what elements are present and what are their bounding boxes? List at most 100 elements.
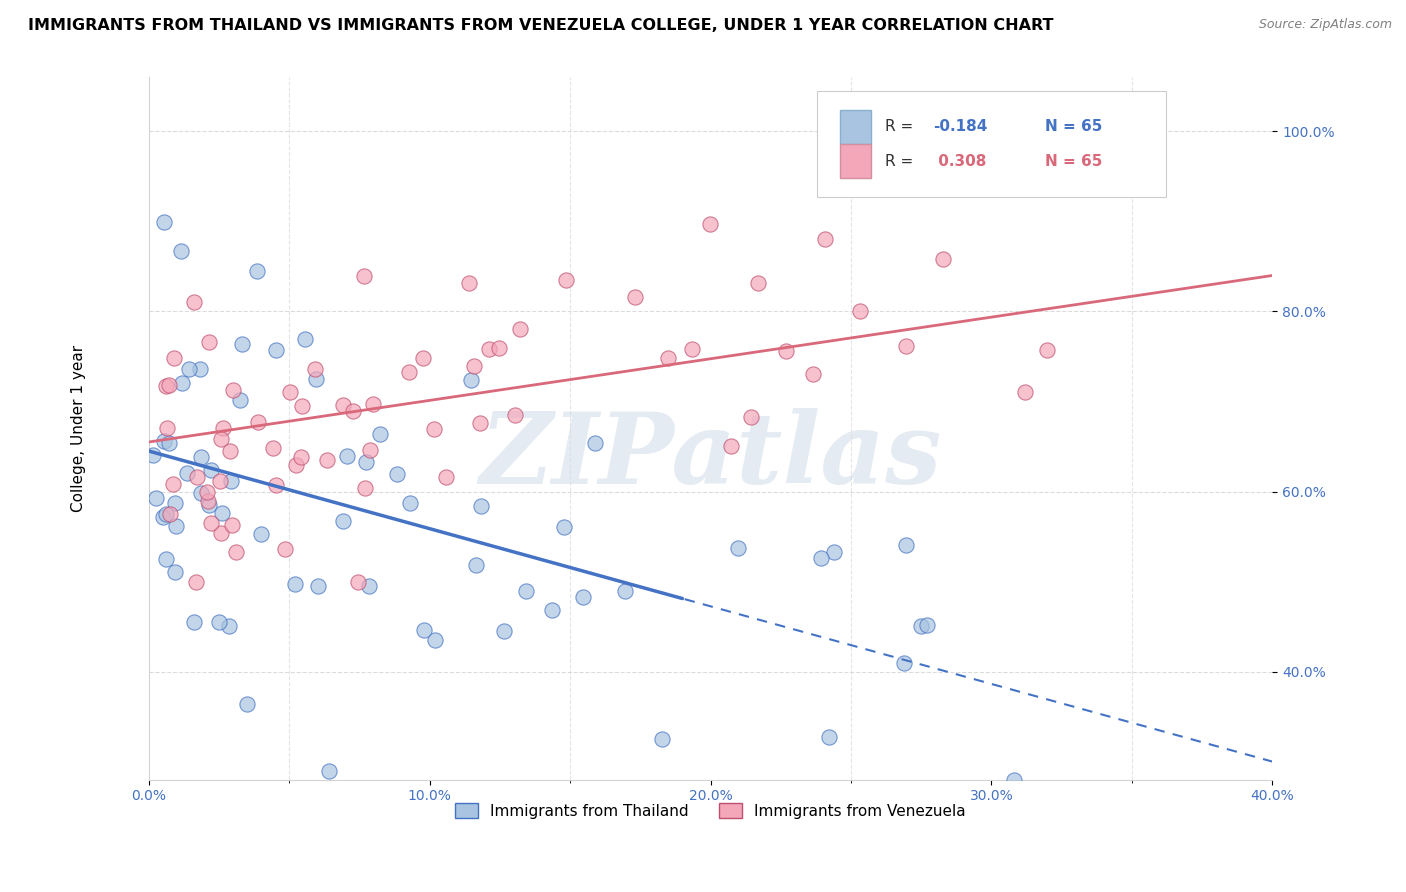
- Point: [470, 416, 492, 430]
- Point: [162, 477, 184, 491]
- Point: [170, 244, 193, 259]
- Point: [896, 538, 918, 552]
- Point: [262, 441, 284, 455]
- Point: [188, 362, 211, 376]
- Point: [304, 361, 326, 376]
- Point: [894, 339, 917, 353]
- Point: [332, 514, 354, 528]
- Point: [294, 333, 316, 347]
- Point: [413, 623, 436, 637]
- Point: [165, 518, 187, 533]
- Point: [157, 377, 180, 392]
- Point: [176, 466, 198, 480]
- Point: [823, 545, 845, 559]
- Point: [209, 526, 232, 541]
- Point: [346, 574, 368, 589]
- Point: [342, 404, 364, 418]
- Point: [747, 276, 769, 290]
- Point: [357, 579, 380, 593]
- Point: [145, 491, 167, 505]
- Point: [222, 383, 245, 397]
- Point: [195, 484, 218, 499]
- Text: -0.184: -0.184: [934, 120, 987, 135]
- Point: [335, 449, 357, 463]
- Point: [278, 384, 301, 399]
- Point: [460, 373, 482, 387]
- Text: IMMIGRANTS FROM THAILAND VS IMMIGRANTS FROM VENEZUELA COLLEGE, UNDER 1 YEAR CORR: IMMIGRANTS FROM THAILAND VS IMMIGRANTS F…: [28, 18, 1053, 33]
- Point: [356, 455, 378, 469]
- Point: [228, 392, 250, 407]
- Text: N = 65: N = 65: [1046, 153, 1102, 169]
- Point: [515, 583, 537, 598]
- Point: [932, 252, 955, 267]
- Text: Source: ZipAtlas.com: Source: ZipAtlas.com: [1258, 18, 1392, 31]
- Point: [464, 558, 486, 572]
- Point: [583, 435, 606, 450]
- Point: [720, 439, 742, 453]
- Point: [197, 335, 219, 350]
- Point: [623, 290, 645, 304]
- Point: [200, 516, 222, 531]
- Point: [848, 304, 870, 318]
- Point: [412, 351, 434, 366]
- Point: [208, 615, 231, 629]
- Point: [492, 624, 515, 638]
- Point: [198, 498, 221, 512]
- Point: [810, 551, 832, 566]
- Point: [1035, 343, 1057, 358]
- Text: R =: R =: [884, 153, 918, 169]
- Point: [1002, 772, 1025, 787]
- Point: [183, 294, 205, 309]
- Point: [650, 731, 672, 746]
- Point: [657, 351, 679, 365]
- Point: [155, 552, 177, 566]
- Point: [423, 422, 446, 436]
- Point: [290, 450, 312, 465]
- Point: [170, 376, 193, 390]
- Point: [361, 397, 384, 411]
- Point: [910, 618, 932, 632]
- Point: [699, 217, 721, 231]
- Text: ZIPatlas: ZIPatlas: [479, 409, 942, 505]
- Point: [177, 362, 200, 376]
- Point: [190, 450, 212, 464]
- Point: [553, 520, 575, 534]
- Point: [307, 579, 329, 593]
- Point: [740, 410, 762, 425]
- Point: [155, 507, 177, 521]
- Point: [775, 344, 797, 359]
- Legend: Immigrants from Thailand, Immigrants from Venezuela: Immigrants from Thailand, Immigrants fro…: [449, 797, 972, 824]
- Point: [153, 434, 176, 448]
- Point: [316, 453, 339, 467]
- Point: [727, 541, 749, 556]
- Point: [572, 590, 595, 604]
- Point: [434, 469, 457, 483]
- Point: [183, 615, 205, 629]
- Point: [218, 619, 240, 633]
- Point: [541, 603, 564, 617]
- Point: [211, 507, 233, 521]
- Point: [274, 542, 297, 557]
- Point: [801, 367, 824, 381]
- Point: [153, 215, 176, 229]
- Point: [208, 475, 231, 489]
- Point: [305, 372, 328, 386]
- Y-axis label: College, Under 1 year: College, Under 1 year: [72, 345, 86, 512]
- Point: [917, 618, 939, 632]
- Point: [478, 342, 501, 356]
- Point: [387, 467, 409, 481]
- Point: [681, 342, 703, 356]
- Point: [285, 458, 308, 473]
- Point: [155, 378, 177, 392]
- Point: [219, 474, 242, 488]
- Point: [423, 633, 446, 648]
- Point: [284, 577, 307, 591]
- Point: [503, 409, 526, 423]
- Point: [246, 264, 269, 278]
- Point: [159, 508, 181, 522]
- Point: [142, 448, 165, 462]
- Point: [398, 495, 420, 509]
- Bar: [839, 110, 872, 144]
- Point: [398, 365, 420, 379]
- Point: [458, 277, 481, 291]
